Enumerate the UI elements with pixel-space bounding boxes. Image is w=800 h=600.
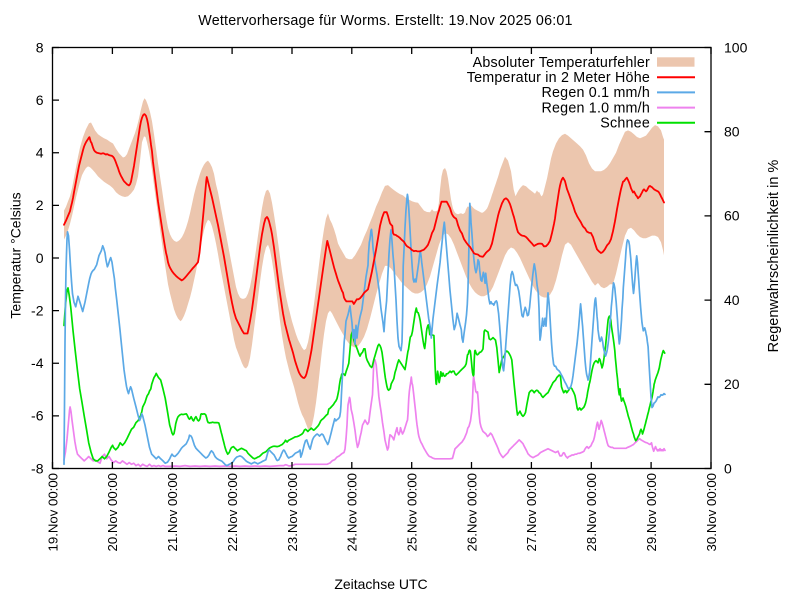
svg-text:0: 0: [724, 460, 732, 476]
svg-text:19.Nov 00:00: 19.Nov 00:00: [45, 473, 60, 551]
svg-text:40: 40: [724, 292, 740, 308]
svg-text:-8: -8: [31, 460, 44, 476]
svg-text:Temperatur °Celsius: Temperatur °Celsius: [8, 192, 24, 318]
svg-text:Zeitachse UTC: Zeitachse UTC: [334, 576, 427, 592]
svg-text:-4: -4: [31, 355, 44, 371]
svg-text:29.Nov 00:00: 29.Nov 00:00: [644, 473, 659, 551]
svg-text:4: 4: [36, 145, 44, 161]
svg-text:26.Nov 00:00: 26.Nov 00:00: [464, 473, 479, 551]
svg-text:Wettervorhersage für Worms. Er: Wettervorhersage für Worms. Erstellt: 19…: [198, 13, 572, 29]
svg-text:27.Nov 00:00: 27.Nov 00:00: [524, 473, 539, 551]
svg-text:-6: -6: [31, 408, 44, 424]
svg-text:Regenwahrscheinlichkeit in %: Regenwahrscheinlichkeit in %: [766, 160, 782, 353]
svg-text:28.Nov 00:00: 28.Nov 00:00: [584, 473, 599, 551]
svg-text:20: 20: [724, 376, 740, 392]
svg-text:100: 100: [724, 39, 748, 55]
svg-text:25.Nov 00:00: 25.Nov 00:00: [405, 473, 420, 551]
svg-text:Schnee: Schnee: [600, 116, 650, 132]
svg-text:60: 60: [724, 208, 740, 224]
svg-text:8: 8: [36, 39, 44, 55]
svg-text:2: 2: [36, 197, 44, 213]
svg-text:24.Nov 00:00: 24.Nov 00:00: [345, 473, 360, 551]
svg-text:-2: -2: [31, 302, 44, 318]
svg-text:Absoluter Temperaturfehler: Absoluter Temperaturfehler: [473, 55, 650, 71]
svg-text:Regen 1.0 mm/h: Regen 1.0 mm/h: [542, 100, 651, 116]
svg-text:0: 0: [36, 250, 44, 266]
svg-text:80: 80: [724, 124, 740, 140]
svg-text:22.Nov 00:00: 22.Nov 00:00: [225, 473, 240, 551]
svg-text:Regen 0.1 mm/h: Regen 0.1 mm/h: [542, 85, 651, 101]
svg-text:6: 6: [36, 92, 44, 108]
svg-text:23.Nov 00:00: 23.Nov 00:00: [285, 473, 300, 551]
svg-text:20.Nov 00:00: 20.Nov 00:00: [105, 473, 120, 551]
svg-text:Temperatur in 2 Meter Höhe: Temperatur in 2 Meter Höhe: [467, 70, 650, 86]
svg-text:21.Nov 00:00: 21.Nov 00:00: [165, 473, 180, 551]
svg-text:30.Nov 00:00: 30.Nov 00:00: [704, 473, 719, 551]
